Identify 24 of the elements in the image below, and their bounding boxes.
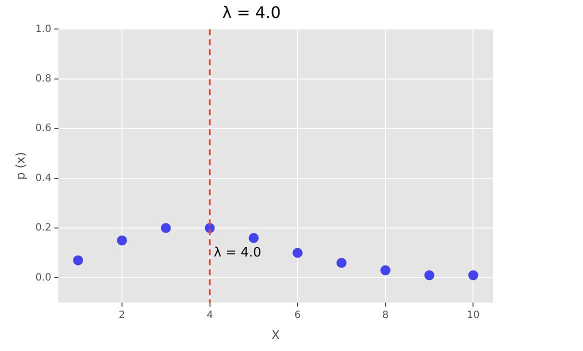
x-tick-label: 8 <box>382 310 389 322</box>
x-tick-label: 10 <box>466 310 480 322</box>
point <box>248 232 259 243</box>
chart-title: λ = 4.0 <box>222 2 281 22</box>
y-tick-label: 0.2 <box>35 222 52 234</box>
x-axis-title: X <box>272 328 280 342</box>
x-tick-label: 4 <box>206 310 213 322</box>
point <box>468 270 478 280</box>
point <box>336 258 347 268</box>
point <box>116 235 127 246</box>
x-tick-label: 2 <box>118 310 126 322</box>
point <box>160 223 171 234</box>
y-tick-label: 0.6 <box>35 123 52 134</box>
y-tick-label: 0.0 <box>35 272 52 284</box>
y-tick-label: 0.8 <box>35 74 52 85</box>
x-tick-label: 6 <box>294 310 301 322</box>
point <box>292 248 303 258</box>
y-tick-label: 1.0 <box>35 24 52 35</box>
point <box>424 270 434 280</box>
annotation: λ = 4.0 <box>214 245 262 260</box>
y-axis-title: p (x) <box>13 152 28 180</box>
point <box>73 255 84 266</box>
y-tick-label: 0.4 <box>35 172 52 184</box>
point <box>380 265 390 276</box>
